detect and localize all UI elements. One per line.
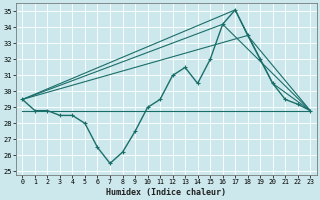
X-axis label: Humidex (Indice chaleur): Humidex (Indice chaleur) [106,188,226,197]
